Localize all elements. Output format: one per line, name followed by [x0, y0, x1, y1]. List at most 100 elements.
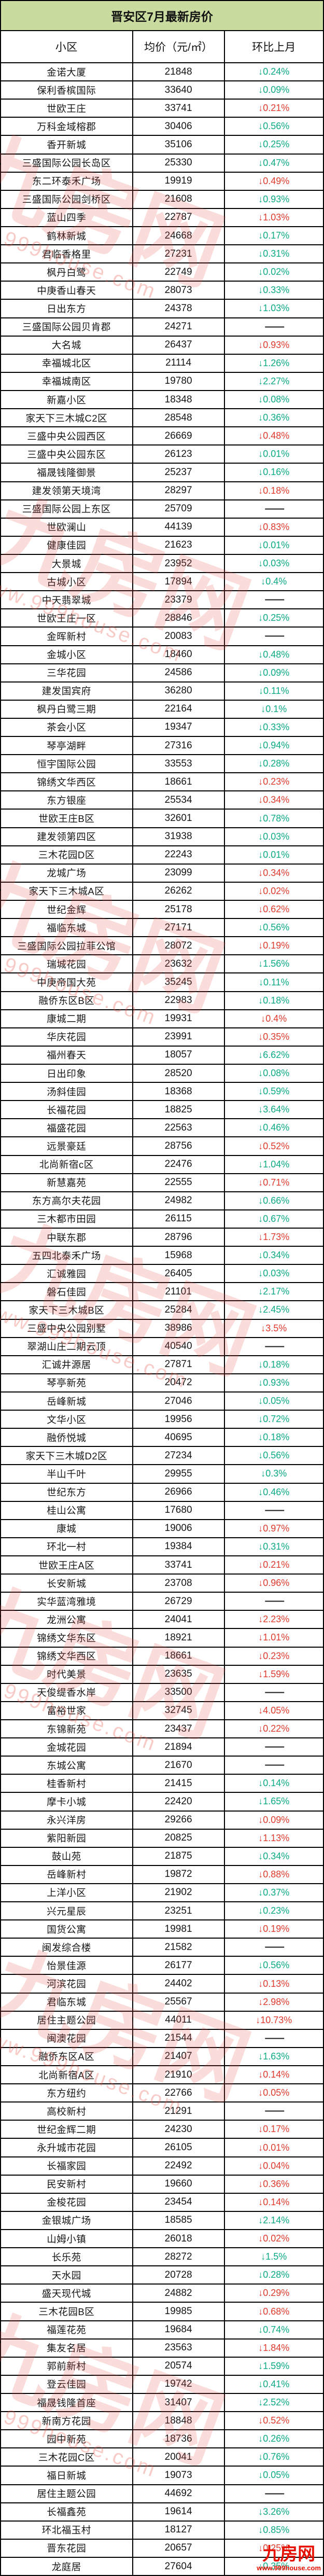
community-name: 东二环泰禾广场 [1, 172, 133, 190]
table-row: 长福鑫苑 19614 ↓3.26% [1, 2503, 323, 2522]
mom-change-value: ↓2.98% [258, 1996, 290, 2007]
mom-change-value: ↓0.25% [258, 612, 290, 623]
table-row: 龙城广场 23099 ↓0.34% [1, 864, 323, 883]
community-name: 闽发综合楼 [1, 1939, 133, 1956]
avg-price-value: 15968 [133, 1247, 225, 1264]
community-name: 东方纽约 [1, 2084, 133, 2102]
table-row: 晋东花园 20657 ↓0.25% [1, 2539, 323, 2558]
avg-price-value: 18848 [133, 2412, 225, 2430]
mom-change-value: ↓0.08% [258, 1068, 290, 1079]
avg-price-value: 24230 [133, 2121, 225, 2138]
table-row: 琴亭新苑 20472 ↓0.93% [1, 1374, 323, 1393]
community-name: 居住主题公园 [1, 2011, 133, 2029]
mom-change-value: ↓0.23% [258, 1905, 290, 1916]
community-name: 三木花园C区 [1, 2448, 133, 2466]
community-name: 盛天现代城 [1, 2285, 133, 2302]
table-row: 居住主题公园 44692 —— [1, 2485, 323, 2503]
avg-price-value: 26018 [133, 2230, 225, 2248]
table-row: 保利香槟国际 33640 ↓0.09% [1, 81, 323, 100]
avg-price-value: 19384 [133, 1538, 225, 1555]
table-row: 金晖新村 20083 —— [1, 628, 323, 646]
community-name: 古城小区 [1, 573, 133, 591]
community-name: 福日新城 [1, 2467, 133, 2484]
table-row: 闽澳花园 21544 —— [1, 2029, 323, 2048]
table-row: 新南方花园 18848 ↓0.52% [1, 2412, 323, 2431]
community-name: 幸福城北区 [1, 354, 133, 372]
community-name: 山姆小镇 [1, 2230, 133, 2248]
avg-price-value: 20472 [133, 1374, 225, 1391]
avg-price-value: 18921 [133, 1629, 225, 1647]
table-row: 桂香新村 21415 ↓0.14% [1, 1775, 323, 1793]
avg-price-value: 19872 [133, 1865, 225, 1883]
table-row: 枫丹白鹭 22749 ↓0.02% [1, 263, 323, 282]
table-row: 五四北泰禾广场 15968 ↓0.34% [1, 1247, 323, 1265]
mom-change-value: ↓0.21% [258, 1559, 290, 1570]
community-name: 登云佳园 [1, 2375, 133, 2393]
mom-change-value: ↓0.93% [258, 193, 290, 204]
avg-price-value: 25237 [133, 464, 225, 481]
mom-change-value: ↓0.01% [258, 2142, 290, 2153]
table-row: 鹤林新城 24668 ↓0.17% [1, 227, 323, 246]
community-name: 北尚新宿A区 [1, 2066, 133, 2084]
community-name: 河滨花园 [1, 1975, 133, 1993]
avg-price-value: 18348 [133, 391, 225, 409]
avg-price-value: 25330 [133, 154, 225, 172]
table-row: 恒宇国际公园 33553 ↓0.28% [1, 755, 323, 774]
community-name: 长乐苑 [1, 2248, 133, 2266]
community-name: 三盛国际公园上东区 [1, 500, 133, 518]
table-row: 三盛中央公园别墅 38986 ↓3.5% [1, 1319, 323, 1338]
table-row: 磐石佳园 21101 ↓2.17% [1, 1283, 323, 1302]
mom-change-value: ↓1.5% [261, 2251, 287, 2262]
avg-price-value: 38986 [133, 1319, 225, 1337]
mom-change-value: ↓0.19% [258, 940, 290, 951]
mom-change-value: ↓0.25% [258, 2542, 290, 2553]
mom-change-value: —— [265, 1686, 284, 1698]
mom-change-value: ↓0.74% [258, 2324, 290, 2335]
avg-price-value: 29266 [133, 1811, 225, 1829]
avg-price-value: 19931 [133, 1010, 225, 1027]
table-row: 高校新村 21291 —— [1, 2102, 323, 2121]
mom-change-value: ↓0.13% [258, 1978, 290, 1989]
community-name: 君临香格里 [1, 245, 133, 263]
avg-price-value: 27871 [133, 1356, 225, 1373]
avg-price-value: 22766 [133, 2084, 225, 2102]
mom-change-value: ↓0.49% [258, 175, 290, 186]
avg-price-value: 22787 [133, 208, 225, 226]
table-row: 长福花园 18825 ↓3.64% [1, 1101, 323, 1120]
mom-change-value: ↓0.33% [258, 721, 290, 732]
table-row: 建发领第天境湾 28297 ↓0.18% [1, 482, 323, 500]
community-name: 五四北泰禾广场 [1, 1247, 133, 1264]
table-row: 闽发综合楼 21582 —— [1, 1939, 323, 1957]
avg-price-value: 21101 [133, 1283, 225, 1301]
avg-price-value: 18661 [133, 773, 225, 791]
avg-price-value: 29955 [133, 1465, 225, 1483]
mom-change-value: ↓1.04% [258, 1159, 290, 1169]
mom-change-value: —— [265, 1595, 284, 1607]
avg-price-value: 40695 [133, 1429, 225, 1446]
mom-change-value: ↓0.24% [258, 66, 290, 77]
avg-price-value: 33500 [133, 1683, 225, 1701]
table-row: 东方高尔夫花园 24982 ↓0.66% [1, 1192, 323, 1210]
mom-change-value: ↓0.52% [258, 1140, 290, 1151]
mom-change-value: ↓1.59% [258, 2360, 290, 2371]
table-row: 世欧王庄A区 33741 ↓0.21% [1, 1556, 323, 1575]
avg-price-value: 27316 [133, 737, 225, 755]
community-name: 三盛国际公园长岛区 [1, 154, 133, 172]
community-name: 世欧王庄B区 [1, 810, 133, 827]
avg-price-value: 23437 [133, 1720, 225, 1738]
table-row: 世欧王庄B区 32601 ↓0.78% [1, 810, 323, 828]
avg-price-value: 21415 [133, 1775, 225, 1792]
community-name: 龙城广场 [1, 864, 133, 882]
table-row: 远景豪廷 28756 ↓0.52% [1, 1137, 323, 1156]
avg-price-value: 25709 [133, 500, 225, 518]
community-name: 三盛中央公园别墅 [1, 1319, 133, 1337]
avg-price-value: 21894 [133, 1738, 225, 1756]
avg-price-value: 40540 [133, 1338, 225, 1355]
avg-price-value: 26729 [133, 1593, 225, 1610]
mom-change-value: ↓0.85% [258, 2524, 290, 2535]
avg-price-value: 19684 [133, 2321, 225, 2338]
community-name: 万科金域榕郡 [1, 118, 133, 135]
community-name: 华庆花园 [1, 1028, 133, 1046]
community-name: 金梭花园 [1, 2193, 133, 2211]
community-name: 远景豪廷 [1, 1137, 133, 1155]
